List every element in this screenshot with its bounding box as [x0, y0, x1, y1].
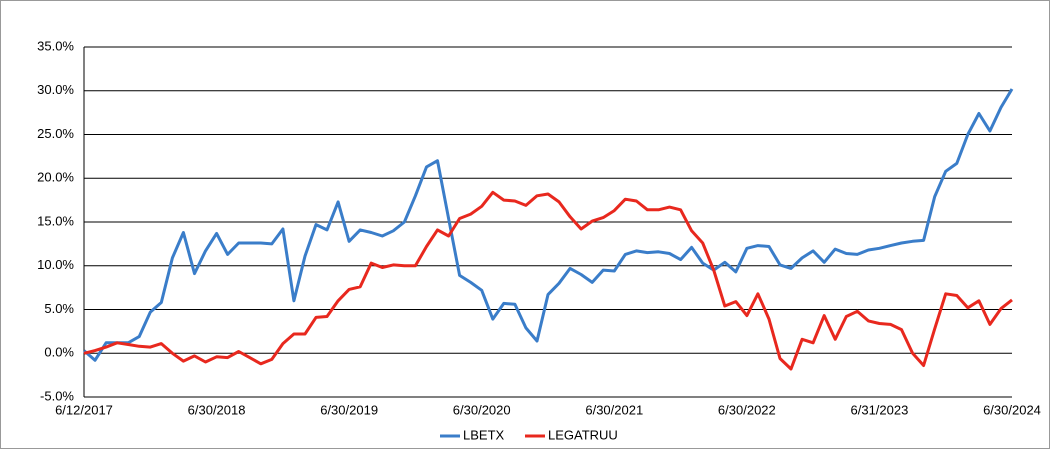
- series-line: [83, 190, 1013, 371]
- y-tick-label: -5.0%: [40, 388, 74, 403]
- y-tick-label: 20.0%: [37, 170, 74, 185]
- y-tick-label: 0.0%: [44, 345, 74, 360]
- legend-label: LEGATRUU: [548, 427, 618, 442]
- x-tick-label: 6/30/2018: [188, 402, 246, 417]
- x-tick-label: 6/30/2022: [718, 402, 776, 417]
- x-tick-label: 6/30/2020: [453, 402, 511, 417]
- x-tick-label: 6/30/2019: [320, 402, 378, 417]
- y-tick-label: 35.0%: [37, 38, 74, 53]
- x-tick-label: 6/31/2023: [851, 402, 909, 417]
- series-line: [83, 88, 1014, 362]
- y-tick-label: 5.0%: [44, 301, 74, 316]
- y-tick-label: 10.0%: [37, 257, 74, 272]
- x-tick-label: 6/30/2021: [585, 402, 643, 417]
- x-tick-label: 6/30/2024: [983, 402, 1041, 417]
- y-tick-label: 30.0%: [37, 82, 74, 97]
- y-tick-label: 15.0%: [37, 213, 74, 228]
- legend-label: LBETX: [463, 427, 505, 442]
- y-tick-label: 25.0%: [37, 126, 74, 141]
- x-tick-label: 6/12/2017: [55, 402, 113, 417]
